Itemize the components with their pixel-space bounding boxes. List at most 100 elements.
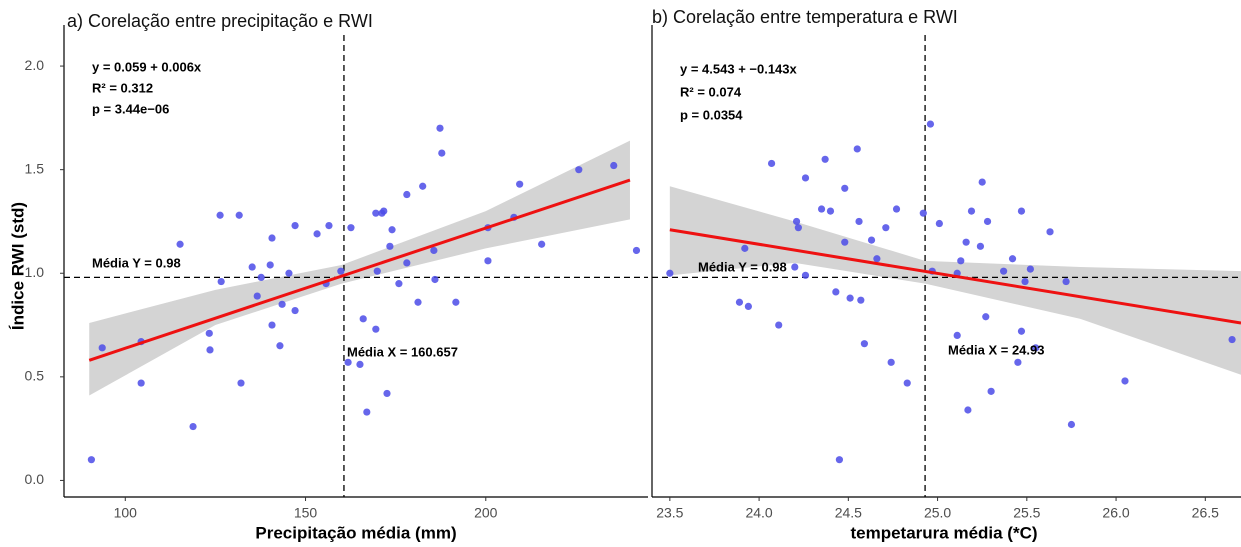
point — [538, 240, 546, 248]
point — [337, 267, 345, 275]
point — [964, 406, 972, 414]
point — [887, 358, 895, 366]
point — [403, 259, 411, 267]
point — [217, 277, 225, 286]
point — [395, 280, 403, 288]
point — [935, 219, 943, 228]
point — [189, 422, 197, 431]
point — [313, 230, 321, 238]
point — [967, 207, 976, 215]
point — [841, 238, 849, 246]
point — [919, 209, 927, 217]
point — [276, 342, 284, 350]
point — [867, 236, 876, 244]
point — [1067, 420, 1076, 429]
point — [987, 387, 995, 395]
annotation: R² = 0.074 — [680, 84, 742, 99]
y-tick-label: 1.5 — [25, 160, 45, 176]
confidence-band — [89, 140, 630, 396]
point — [855, 217, 863, 226]
point — [801, 174, 810, 182]
confidence-band — [669, 186, 1241, 375]
point — [741, 244, 749, 252]
point — [801, 271, 810, 279]
point — [373, 267, 381, 275]
x-tick-label: 26.5 — [1192, 505, 1219, 521]
point — [87, 456, 95, 464]
chart-title: a) Corelação entre precipitação e RWI — [67, 11, 373, 31]
y-tick-label: 1.0 — [25, 264, 45, 280]
point — [775, 321, 783, 329]
fit-line — [88, 178, 631, 362]
point — [372, 325, 380, 333]
x-tick-label: 150 — [294, 505, 318, 521]
point — [1017, 207, 1026, 215]
fit-line — [669, 228, 1241, 325]
x-tick-label: 26.0 — [1102, 505, 1129, 521]
point — [235, 211, 243, 219]
point — [976, 242, 985, 250]
point — [792, 217, 801, 226]
x-axis-title: Precipitação média (mm) — [255, 523, 456, 542]
x-tick-label: 25.0 — [924, 505, 951, 521]
point — [953, 331, 961, 340]
annotation: y = 4.543 + −0.143x — [680, 61, 798, 76]
annotation: Média X = 160.657 — [347, 344, 458, 359]
point — [846, 294, 854, 302]
point — [266, 261, 274, 269]
point — [983, 217, 992, 226]
annotation: y = 0.059 + 0.006x — [92, 59, 202, 74]
point — [632, 246, 641, 255]
y-axis-title: Índice RWI (std) — [8, 202, 27, 330]
point — [1121, 377, 1129, 385]
point — [380, 207, 388, 215]
annotation: p = 3.44e−06 — [92, 101, 169, 116]
point — [794, 224, 802, 232]
x-tick-label: 24.0 — [745, 505, 772, 521]
y-tick-label: 0.0 — [25, 471, 45, 487]
x-tick-label: 100 — [114, 505, 138, 521]
point — [137, 379, 145, 387]
point — [821, 155, 829, 163]
point — [414, 298, 422, 306]
point — [926, 120, 935, 128]
annotation: R² = 0.312 — [92, 80, 153, 95]
point — [575, 166, 583, 174]
point — [278, 300, 286, 308]
x-tick-label: 200 — [474, 505, 498, 521]
point — [1014, 358, 1022, 366]
point — [826, 207, 835, 215]
point — [744, 302, 752, 310]
point — [403, 190, 411, 199]
annotation: Média Y = 0.98 — [698, 259, 787, 274]
point — [325, 222, 333, 230]
point — [268, 234, 276, 242]
point — [962, 238, 970, 246]
point — [978, 178, 986, 186]
point — [873, 255, 881, 263]
annotation: Média Y = 0.98 — [92, 255, 181, 270]
point — [1021, 277, 1029, 286]
point — [817, 205, 826, 213]
point — [344, 358, 352, 366]
point — [832, 288, 840, 296]
point — [1017, 327, 1026, 335]
annotation: Média X = 24.93 — [948, 342, 1044, 357]
point — [436, 124, 444, 132]
x-axis-title: tempetarura média (*C) — [850, 523, 1037, 542]
point — [285, 269, 293, 277]
point — [1046, 228, 1054, 236]
point — [835, 456, 844, 464]
point — [430, 246, 438, 255]
point — [431, 275, 439, 284]
point — [383, 389, 391, 398]
annotation: p = 0.0354 — [680, 107, 743, 122]
point — [237, 379, 245, 387]
point — [257, 273, 265, 281]
point — [253, 292, 261, 300]
point — [356, 360, 364, 369]
point — [216, 211, 224, 219]
point — [248, 263, 256, 271]
point — [452, 298, 460, 306]
